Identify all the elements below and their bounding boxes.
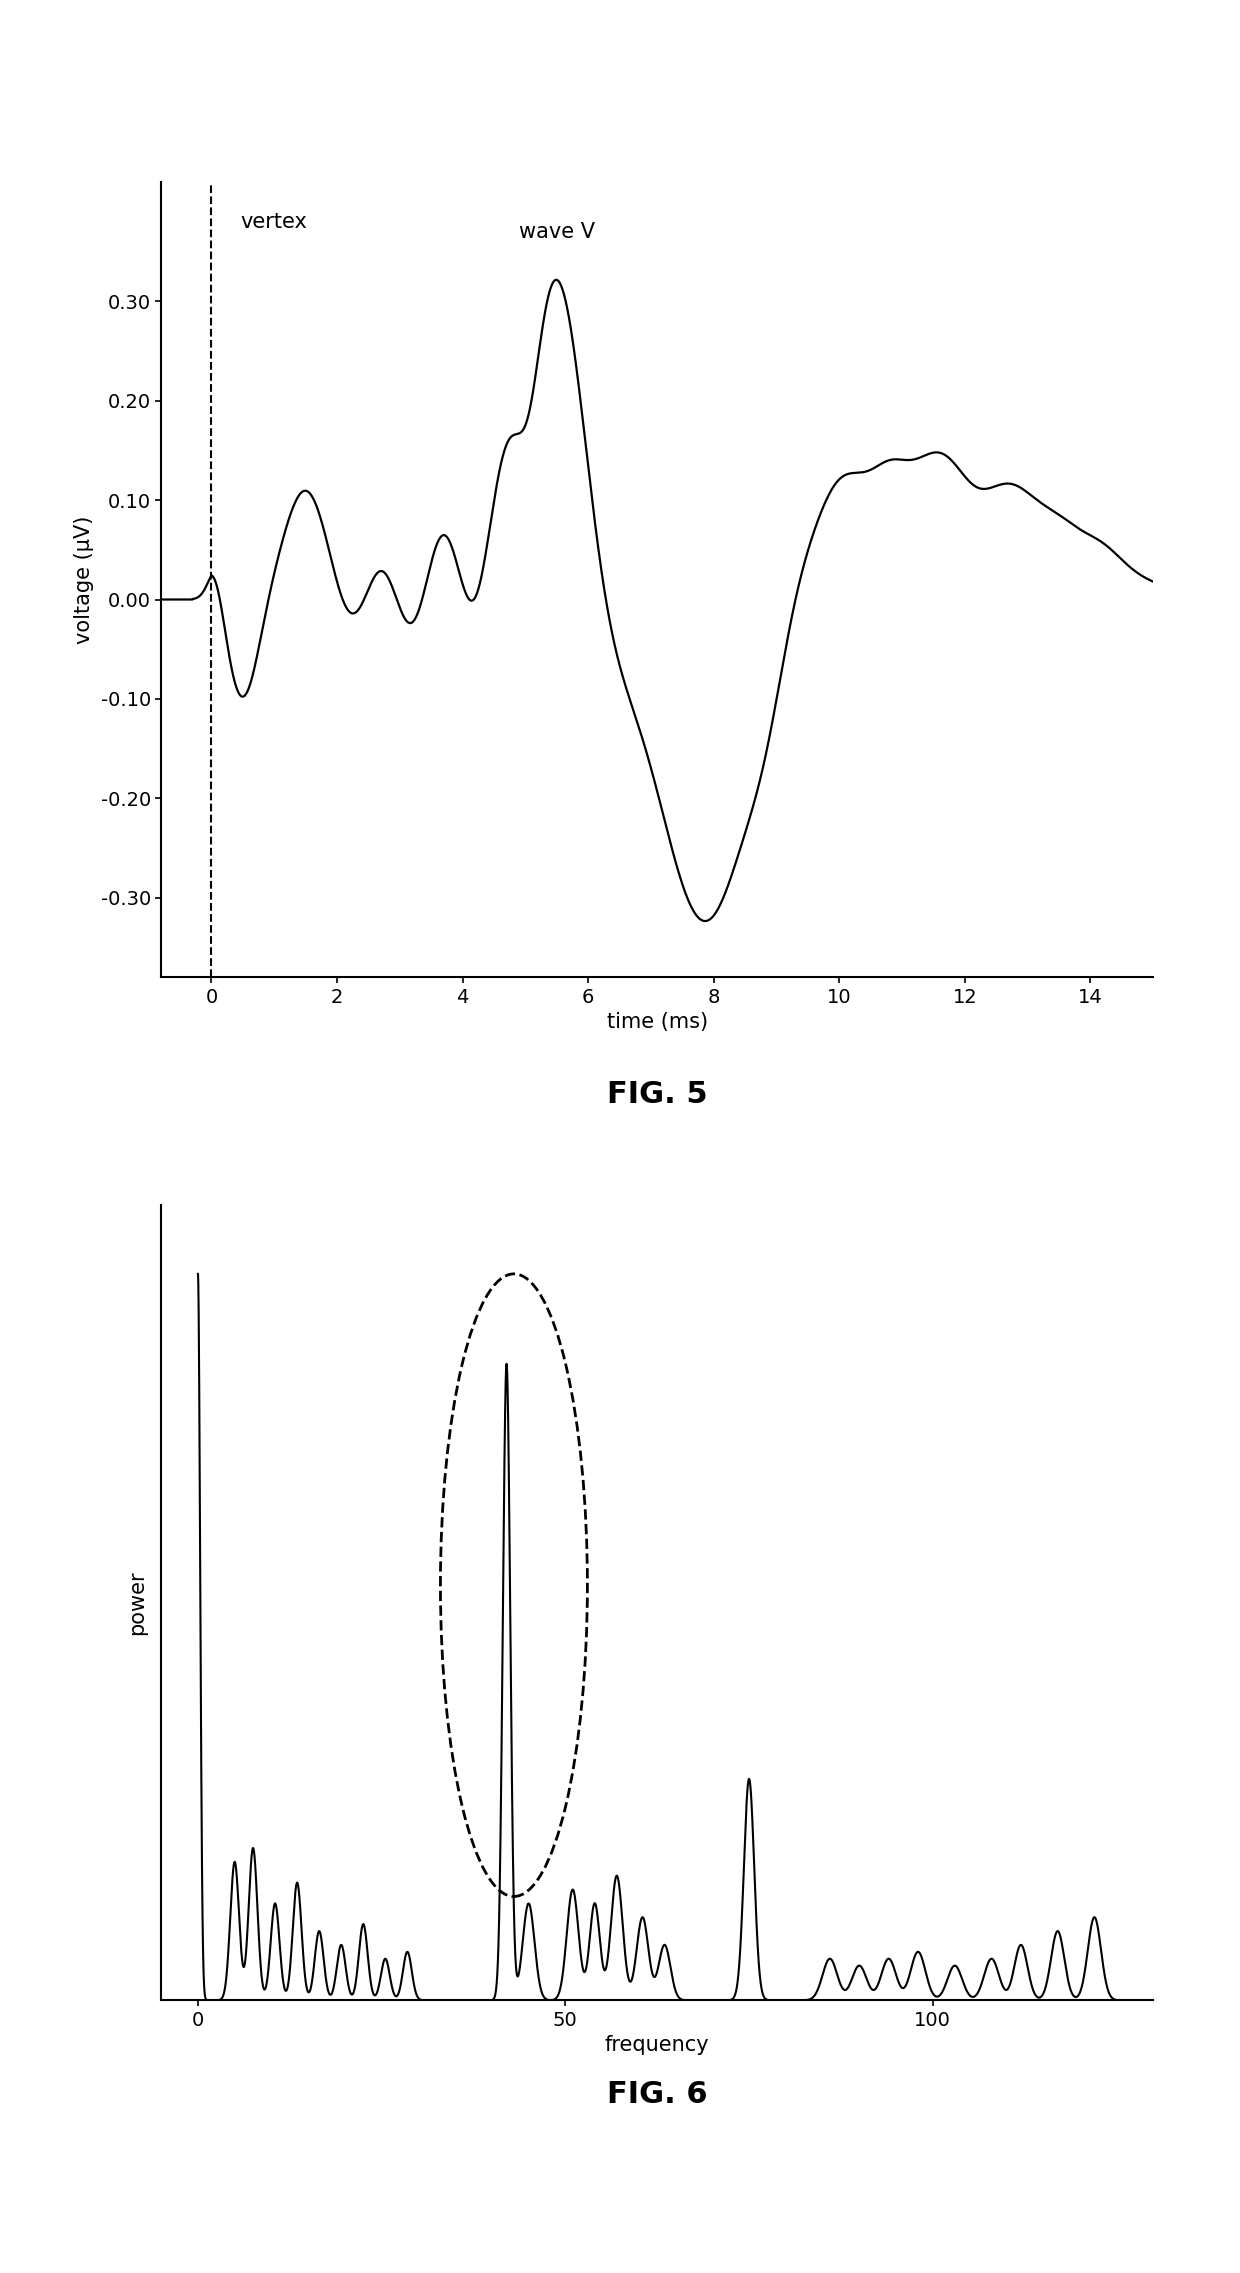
Y-axis label: voltage (μV): voltage (μV) [73,516,93,643]
Text: vertex: vertex [241,211,308,232]
Text: FIG. 5: FIG. 5 [606,1080,708,1109]
X-axis label: time (ms): time (ms) [606,1011,708,1032]
Y-axis label: power: power [128,1571,148,1634]
Text: wave V: wave V [518,220,595,241]
Text: FIG. 6: FIG. 6 [606,2080,708,2109]
X-axis label: frequency: frequency [605,2034,709,2055]
